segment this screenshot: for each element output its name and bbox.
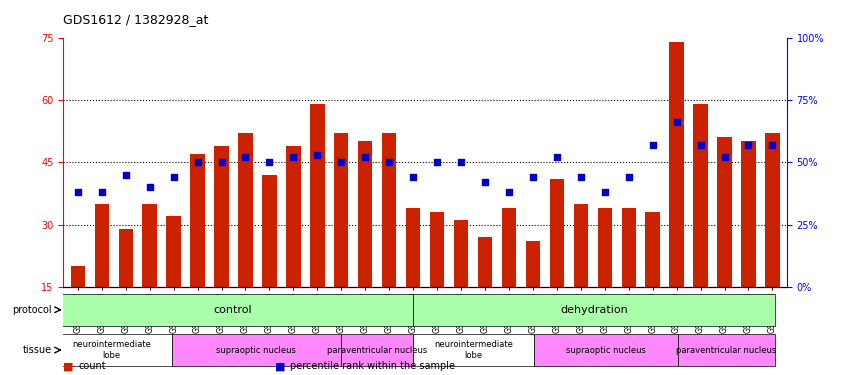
Text: protocol: protocol <box>12 305 52 315</box>
Point <box>717 154 731 160</box>
Point <box>359 154 372 160</box>
Point <box>406 174 420 180</box>
Bar <box>550 179 564 287</box>
Text: count: count <box>79 361 107 371</box>
Point <box>167 174 180 180</box>
Bar <box>430 212 444 287</box>
Bar <box>190 154 205 287</box>
Point <box>95 189 108 195</box>
Bar <box>167 216 181 287</box>
Bar <box>574 204 588 287</box>
Point <box>526 174 540 180</box>
Bar <box>358 141 372 287</box>
Bar <box>95 204 109 287</box>
Text: paraventricular nucleus: paraventricular nucleus <box>327 345 427 354</box>
FancyBboxPatch shape <box>678 334 775 366</box>
Bar <box>382 133 397 287</box>
Bar <box>142 204 157 287</box>
Point <box>598 189 612 195</box>
Text: supraoptic nucleus: supraoptic nucleus <box>566 345 645 354</box>
Bar <box>766 133 780 287</box>
FancyBboxPatch shape <box>534 334 678 366</box>
Bar <box>214 146 228 287</box>
Bar <box>717 137 732 287</box>
Point <box>478 179 492 185</box>
Point <box>143 184 157 190</box>
Text: ■: ■ <box>63 361 74 371</box>
Text: neurointermediate
lobe: neurointermediate lobe <box>72 340 151 360</box>
Bar <box>669 42 684 287</box>
Point <box>503 189 516 195</box>
Bar <box>597 208 612 287</box>
Bar <box>239 133 253 287</box>
Text: tissue: tissue <box>22 345 52 355</box>
Point <box>119 172 133 178</box>
Point <box>454 159 468 165</box>
Bar <box>286 146 300 287</box>
Bar <box>502 208 516 287</box>
Bar <box>310 104 325 287</box>
FancyBboxPatch shape <box>52 294 413 326</box>
Bar <box>645 212 660 287</box>
FancyBboxPatch shape <box>413 334 534 366</box>
Bar <box>262 175 277 287</box>
Bar <box>406 208 420 287</box>
Point <box>742 142 755 148</box>
Point <box>431 159 444 165</box>
Point <box>71 189 85 195</box>
Bar <box>453 220 468 287</box>
Bar <box>525 241 540 287</box>
Point <box>766 142 779 148</box>
Text: GDS1612 / 1382928_at: GDS1612 / 1382928_at <box>63 13 209 26</box>
Bar <box>334 133 349 287</box>
Point <box>310 152 324 158</box>
Text: paraventricular nucleus: paraventricular nucleus <box>677 345 777 354</box>
Text: control: control <box>213 305 251 315</box>
FancyBboxPatch shape <box>413 294 775 326</box>
Point <box>574 174 588 180</box>
FancyBboxPatch shape <box>172 334 341 366</box>
Bar <box>70 266 85 287</box>
Point <box>645 142 659 148</box>
Bar <box>118 229 133 287</box>
Point <box>239 154 252 160</box>
Point <box>334 159 348 165</box>
Point <box>670 119 684 125</box>
Text: supraoptic nucleus: supraoptic nucleus <box>217 345 296 354</box>
Point <box>622 174 635 180</box>
Bar <box>741 141 755 287</box>
Text: percentile rank within the sample: percentile rank within the sample <box>290 361 455 371</box>
Point <box>215 159 228 165</box>
Point <box>382 159 396 165</box>
Bar <box>478 237 492 287</box>
Text: neurointermediate
lobe: neurointermediate lobe <box>434 340 513 360</box>
Point <box>262 159 276 165</box>
Point <box>191 159 205 165</box>
FancyBboxPatch shape <box>52 334 172 366</box>
Point <box>287 154 300 160</box>
Bar <box>622 208 636 287</box>
Bar <box>694 104 708 287</box>
Point <box>694 142 707 148</box>
Text: ■: ■ <box>275 361 285 371</box>
Text: dehydration: dehydration <box>560 305 628 315</box>
Point <box>550 154 563 160</box>
FancyBboxPatch shape <box>341 334 413 366</box>
